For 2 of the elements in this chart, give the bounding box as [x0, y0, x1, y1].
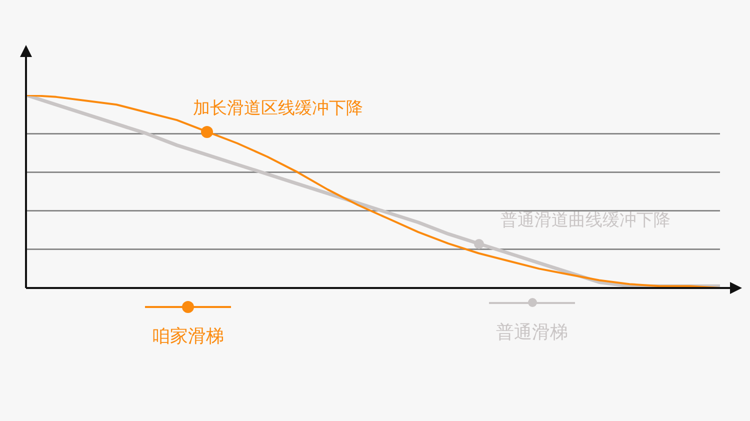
annotation: 加长滑道区线缓冲下降	[193, 98, 364, 119]
legend-label: 咱家滑梯	[151, 325, 225, 348]
